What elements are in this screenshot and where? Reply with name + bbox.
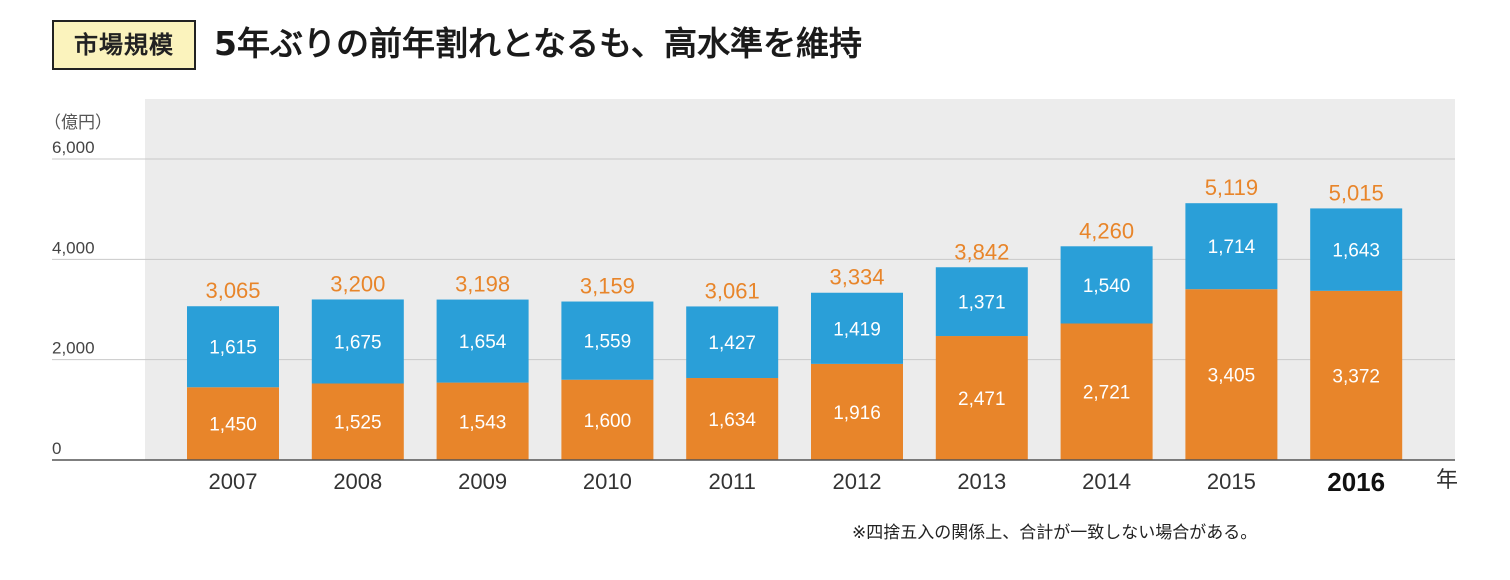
- bar-value-label-bottom: 3,405: [1208, 366, 1256, 387]
- bar-value-label-bottom: 3,372: [1332, 366, 1380, 387]
- bar-segment-top: [1060, 246, 1153, 324]
- bar-segment-bottom: [686, 378, 779, 460]
- x-tick-label: 2007: [209, 469, 258, 494]
- x-tick-label: 2009: [458, 469, 507, 494]
- bar-segment-top: [686, 306, 779, 379]
- bar-segment-bottom: [311, 383, 404, 460]
- bar-total-label: 3,198: [455, 272, 510, 297]
- bar-value-label-bottom: 1,450: [209, 415, 257, 436]
- bar-segment-bottom: [1060, 323, 1153, 460]
- bar-value-label-top: 1,419: [833, 319, 881, 340]
- bar-segment-bottom: [561, 379, 654, 460]
- bar-segment-top: [1310, 208, 1403, 291]
- x-tick-label: 2008: [333, 469, 382, 494]
- bar-segment-bottom: [1310, 290, 1403, 460]
- bar-total-label: 3,159: [580, 274, 635, 299]
- x-tick-label: 2011: [709, 469, 756, 494]
- bar-value-label-bottom: 2,721: [1083, 383, 1131, 404]
- bar-segment-bottom: [935, 336, 1028, 460]
- bar-value-label-bottom: 1,600: [584, 411, 632, 432]
- bar-total-label: 3,061: [705, 278, 760, 303]
- y-tick-label: 2,000: [52, 339, 95, 358]
- bar-segment-top: [1185, 203, 1278, 290]
- bar-segment-bottom: [436, 382, 529, 460]
- bar-segment-bottom: [1185, 289, 1278, 460]
- y-tick-label: 0: [52, 439, 61, 458]
- bar-value-label-bottom: 1,543: [459, 412, 507, 433]
- bar-segment-top: [187, 306, 279, 388]
- footnote: ※四捨五入の関係上、合計が一致しない場合がある。: [852, 523, 1258, 543]
- x-tick-label: 2015: [1207, 469, 1256, 494]
- bar-total-label: 3,842: [954, 239, 1009, 264]
- bar-value-label-top: 1,371: [958, 293, 1006, 314]
- bar-segment-top: [935, 267, 1028, 337]
- bar-total-label: 4,260: [1079, 218, 1134, 243]
- bar-total-label: 5,015: [1329, 180, 1384, 205]
- bar-value-label-top: 1,540: [1083, 276, 1131, 297]
- bar-value-label-top: 1,714: [1208, 237, 1256, 258]
- y-tick-label: 6,000: [52, 138, 95, 157]
- section-badge: 市場規模: [52, 20, 196, 70]
- x-tick-label: 2014: [1082, 469, 1131, 494]
- y-axis-unit-label: （億円）: [44, 113, 112, 133]
- bar-value-label-top: 1,615: [209, 338, 257, 359]
- bar-value-label-top: 1,427: [708, 333, 756, 354]
- bar-value-label-top: 1,654: [459, 332, 507, 353]
- bar-value-label-bottom: 1,525: [334, 413, 382, 434]
- bar-segment-top: [561, 301, 654, 380]
- bar-value-label-bottom: 1,634: [708, 410, 756, 431]
- x-tick-label: 2010: [583, 469, 632, 494]
- bar-value-label-top: 1,643: [1332, 241, 1380, 262]
- x-tick-label: 2016: [1327, 467, 1385, 497]
- bar-segment-bottom: [187, 387, 279, 460]
- bar-value-label-bottom: 2,471: [958, 389, 1006, 410]
- bar-segment-top: [811, 292, 903, 364]
- page-title: 5年ぶりの前年割れとなるも、高水準を維持: [214, 24, 862, 63]
- bar-value-label-bottom: 1,916: [833, 403, 881, 424]
- bar-segment-top: [311, 299, 404, 384]
- bar-segment-bottom: [811, 363, 903, 460]
- x-axis-unit-label: 年: [1436, 467, 1458, 492]
- x-tick-label: 2012: [833, 469, 882, 494]
- bar-total-label: 3,065: [205, 278, 260, 303]
- bar-total-label: 3,200: [330, 271, 385, 296]
- y-tick-label: 4,000: [52, 238, 95, 257]
- bar-value-label-top: 1,675: [334, 332, 382, 353]
- bar-value-label-top: 1,559: [584, 332, 632, 353]
- bar-segment-top: [436, 299, 529, 383]
- bar-total-label: 5,119: [1205, 175, 1258, 200]
- bar-total-label: 3,334: [829, 265, 884, 290]
- x-tick-label: 2013: [957, 469, 1006, 494]
